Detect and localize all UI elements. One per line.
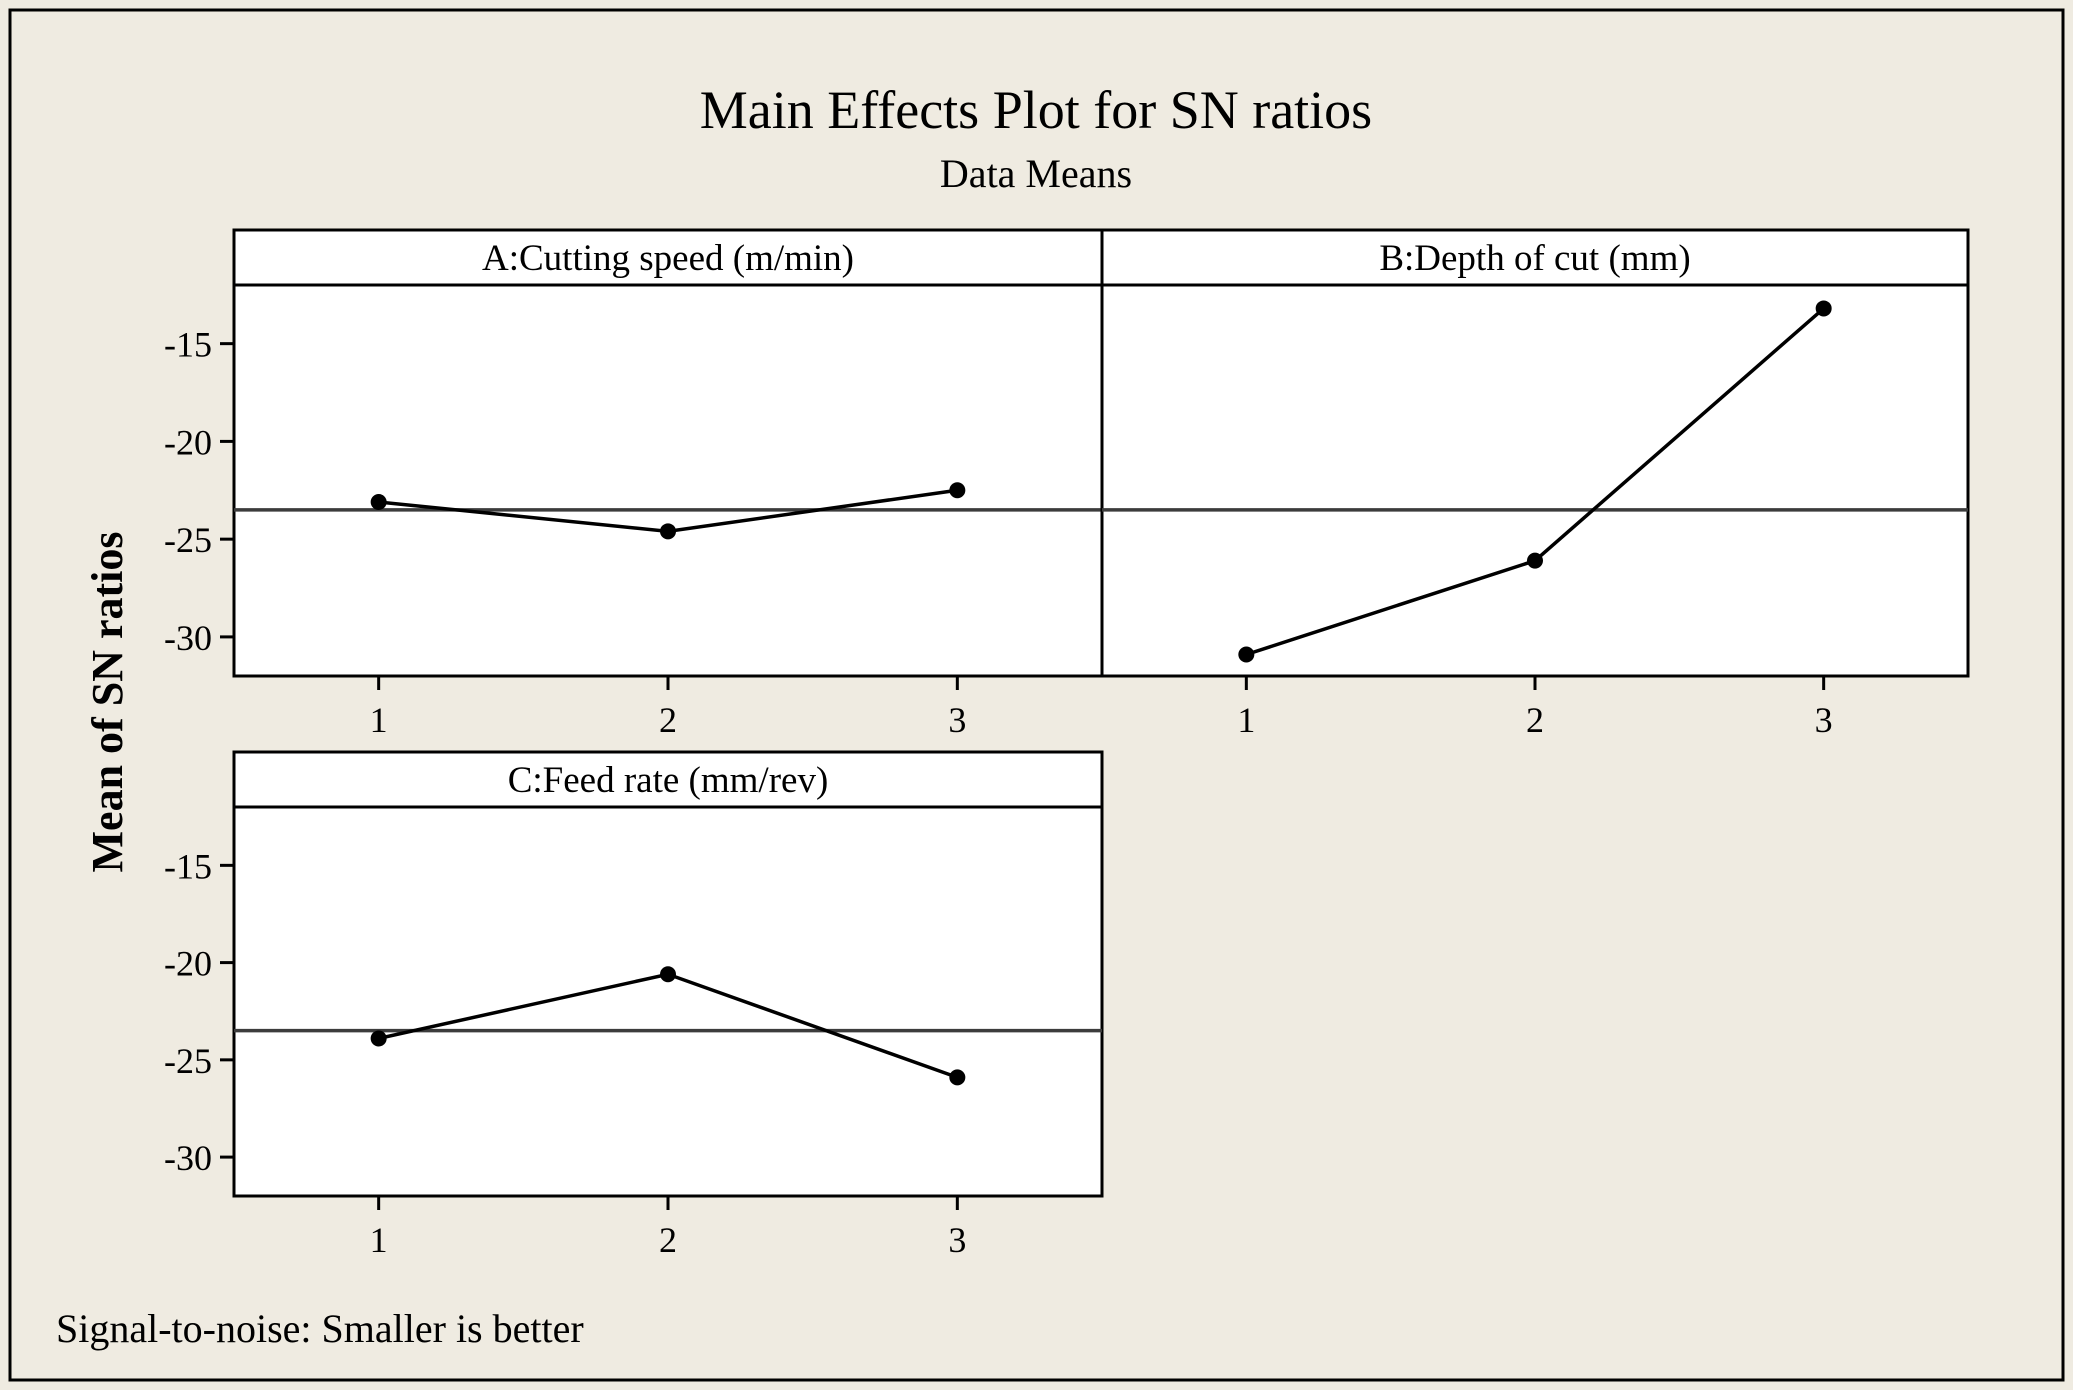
- panels-layer: A:Cutting speed (m/min)-15-20-25-301 2 3B:…: [164, 228, 1970, 1260]
- panel-2: B:Depth of cut (mm) 1 2 3: [1100, 228, 1970, 740]
- data-point: [1238, 646, 1255, 663]
- x-tick-label: 1: [370, 1220, 388, 1260]
- data-point: [660, 523, 676, 540]
- data-point: [1815, 300, 1832, 317]
- y-axis-label: Mean of SN ratios: [83, 532, 132, 873]
- y-tick-label: -20: [164, 944, 212, 984]
- panel-1: A:Cutting speed (m/min) -15 -20 -25 -30 1 2 3: [164, 228, 1104, 740]
- panel-title: A:Cutting speed (m/min): [482, 238, 854, 279]
- x-tick-label: 2: [659, 700, 677, 740]
- chart-title: Main Effects Plot for SN ratios: [700, 80, 1372, 140]
- chart-subtitle: Data Means: [940, 151, 1132, 196]
- x-tick-label: 2: [1526, 700, 1544, 740]
- data-point: [1527, 552, 1543, 569]
- x-tick-label: 1: [1237, 700, 1255, 740]
- data-point: [660, 966, 676, 983]
- y-tick-label: -15: [164, 846, 212, 886]
- figure-border: [8, 8, 2065, 1382]
- footnote: Signal-to-noise: Smaller is better: [56, 1306, 584, 1351]
- x-tick-label: 3: [1815, 700, 1833, 740]
- x-tick-label: 2: [659, 1220, 677, 1260]
- y-tick-label: -15: [164, 325, 212, 365]
- data-point: [370, 494, 387, 511]
- panel-title: C:Feed rate (mm/rev): [508, 760, 829, 801]
- x-tick-label: 3: [948, 1220, 966, 1260]
- y-tick-label: -25: [164, 520, 212, 560]
- panel-3: C:Feed rate (mm/rev) -15 -20 -25 -30 1 2 3: [164, 750, 1104, 1260]
- panel-frame: [232, 228, 1104, 678]
- panel-title: B:Depth of cut (mm): [1379, 238, 1690, 279]
- y-tick-label: -30: [164, 618, 212, 658]
- y-tick-label: -30: [164, 1138, 212, 1178]
- data-point: [949, 1069, 966, 1086]
- data-point: [949, 482, 966, 499]
- data-point: [370, 1030, 387, 1047]
- panel-frame: [1100, 228, 1970, 678]
- y-tick-label: -25: [164, 1041, 212, 1081]
- x-tick-label: 3: [948, 700, 966, 740]
- y-tick-label: -20: [164, 422, 212, 462]
- x-tick-label: 1: [370, 700, 388, 740]
